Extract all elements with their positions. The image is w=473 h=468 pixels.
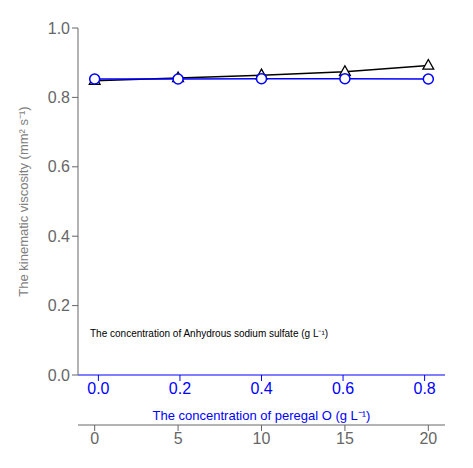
svg-text:10: 10	[253, 430, 271, 447]
svg-text:0.4: 0.4	[250, 380, 272, 397]
html-text:The concentration of Anhydrous: The concentration of Anhydrous sodium su…	[90, 328, 329, 340]
svg-text:1.0: 1.0	[48, 20, 70, 37]
svg-text:0.6: 0.6	[48, 158, 70, 175]
svg-text:0.0: 0.0	[48, 367, 70, 384]
svg-text:0.8: 0.8	[413, 380, 435, 397]
svg-text:0.4: 0.4	[48, 228, 70, 245]
svg-text:0.0: 0.0	[87, 380, 109, 397]
svg-text:0.2: 0.2	[169, 380, 191, 397]
svg-text:0.6: 0.6	[332, 380, 354, 397]
svg-text:The kinematic viscosity (mm² s: The kinematic viscosity (mm² s⁻¹)	[16, 106, 31, 296]
svg-text:5: 5	[174, 430, 183, 447]
svg-text:15: 15	[336, 430, 354, 447]
svg-text:20: 20	[419, 430, 437, 447]
svg-text:The concentration of peregal O: The concentration of peregal O (g L⁻¹)	[153, 408, 371, 423]
svg-text:0.2: 0.2	[48, 297, 70, 314]
svg-text:0.8: 0.8	[48, 89, 70, 106]
svg-text:0: 0	[90, 430, 99, 447]
